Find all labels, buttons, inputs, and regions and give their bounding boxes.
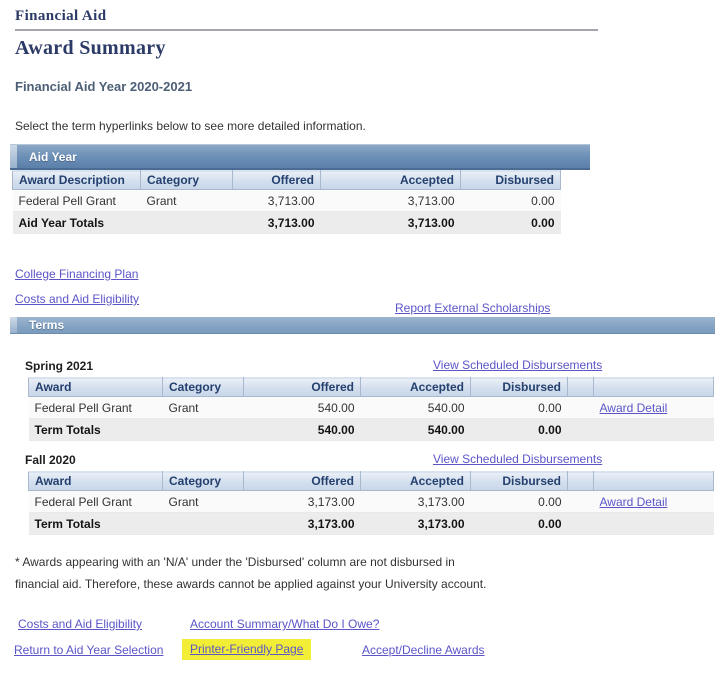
term-award-row: Federal Pell Grant Grant 540.00 540.00 0…: [28, 396, 714, 419]
view-scheduled-disbursements-link-spring[interactable]: View Scheduled Disbursements: [433, 358, 603, 372]
col-accepted: Accepted: [360, 471, 471, 491]
totals-accepted: 3,173.00: [360, 512, 471, 535]
header-divider: [15, 29, 598, 31]
award-detail-link-fall[interactable]: Award Detail: [599, 495, 668, 509]
term-header-row: Award Category Offered Accepted Disburse…: [28, 377, 714, 397]
totals-offered: 3,713.00: [232, 211, 321, 234]
totals-offered: 3,173.00: [243, 512, 361, 535]
accept-decline-awards-link[interactable]: Accept/Decline Awards: [362, 643, 485, 657]
totals-category-empty: [162, 512, 244, 535]
cell-accepted: 3,173.00: [360, 490, 471, 513]
col-empty: [567, 377, 594, 397]
col-offered: Offered: [232, 170, 321, 190]
costs-and-aid-eligibility-link[interactable]: Costs and Aid Eligibility: [15, 292, 140, 306]
col-disbursed: Disbursed: [470, 471, 568, 491]
spring-term-table: Award Category Offered Accepted Disburse…: [28, 377, 714, 441]
col-detail-empty: [593, 377, 714, 397]
cell-offered: 3,713.00: [232, 189, 321, 212]
cell-accepted: 3,713.00: [320, 189, 461, 212]
term-totals-row: Term Totals 540.00 540.00 0.00: [28, 418, 714, 441]
award-detail-link-spring[interactable]: Award Detail: [599, 401, 668, 415]
col-detail-empty: [593, 471, 714, 491]
col-offered: Offered: [243, 377, 361, 397]
cell-accepted: 540.00: [360, 396, 471, 419]
aid-year-section-label: Aid Year: [29, 150, 77, 164]
col-award: Award: [28, 471, 163, 491]
totals-label: Term Totals: [28, 418, 163, 441]
totals-category-empty: [162, 418, 244, 441]
cell-empty: [567, 490, 594, 513]
cell-category: Grant: [140, 189, 233, 212]
aid-year-table: Award Description Category Offered Accep…: [12, 170, 561, 234]
account-summary-link[interactable]: Account Summary/What Do I Owe?: [190, 617, 380, 631]
totals-accepted: 540.00: [360, 418, 471, 441]
col-accepted: Accepted: [320, 170, 461, 190]
cell-offered: 3,173.00: [243, 490, 361, 513]
totals-offered: 540.00: [243, 418, 361, 441]
totals-disbursed: 0.00: [470, 418, 568, 441]
term-totals-row: Term Totals 3,173.00 3,173.00 0.00: [28, 512, 714, 535]
view-scheduled-disbursements-link-fall[interactable]: View Scheduled Disbursements: [433, 452, 603, 466]
totals-empty: [567, 418, 594, 441]
col-award-description: Award Description: [12, 170, 141, 190]
totals-disbursed: 0.00: [470, 512, 568, 535]
aid-year-section-bar: Aid Year: [10, 144, 590, 170]
cell-empty: [567, 396, 594, 419]
col-disbursed: Disbursed: [460, 170, 561, 190]
instruction-text: Select the term hyperlinks below to see …: [15, 119, 366, 133]
cell-category: Grant: [162, 396, 244, 419]
breadcrumb: Financial Aid: [15, 8, 107, 24]
report-external-scholarships-link[interactable]: Report External Scholarships: [395, 301, 551, 315]
cell-award: Federal Pell Grant: [28, 490, 163, 513]
totals-empty: [567, 512, 594, 535]
cell-disbursed: 0.00: [470, 396, 568, 419]
totals-accepted: 3,713.00: [320, 211, 461, 234]
totals-category-empty: [140, 211, 233, 234]
footer-costs-and-aid-eligibility-link[interactable]: Costs and Aid Eligibility: [18, 617, 143, 631]
fall-term-table: Award Category Offered Accepted Disburse…: [28, 471, 714, 535]
page-title: Award Summary: [15, 37, 166, 59]
col-award: Award: [28, 377, 163, 397]
section-bar-cap: [10, 317, 17, 333]
cell-award-detail: Award Detail: [593, 396, 714, 419]
aid-year-header-row: Award Description Category Offered Accep…: [12, 170, 561, 190]
totals-label: Aid Year Totals: [12, 211, 141, 234]
college-financing-plan-link[interactable]: College Financing Plan: [15, 267, 139, 281]
term-award-row: Federal Pell Grant Grant 3,173.00 3,173.…: [28, 490, 714, 513]
cell-offered: 540.00: [243, 396, 361, 419]
cell-disbursed: 0.00: [460, 189, 561, 212]
totals-detail-empty: [593, 512, 714, 535]
col-accepted: Accepted: [360, 377, 471, 397]
cell-award: Federal Pell Grant: [12, 189, 141, 212]
term-title-spring-2021: Spring 2021: [25, 359, 94, 373]
aid-year-award-row: Federal Pell Grant Grant 3,713.00 3,713.…: [12, 189, 561, 212]
col-category: Category: [140, 170, 233, 190]
col-disbursed: Disbursed: [470, 377, 568, 397]
section-bar-cap: [10, 145, 17, 168]
aid-year-subtitle: Financial Aid Year 2020-2021: [15, 79, 193, 94]
col-category: Category: [162, 471, 244, 491]
footnote-line-2: financial aid. Therefore, these awards c…: [15, 577, 487, 591]
cell-disbursed: 0.00: [470, 490, 568, 513]
aid-year-totals-row: Aid Year Totals 3,713.00 3,713.00 0.00: [12, 211, 561, 234]
footnote-line-1: * Awards appearing with an 'N/A' under t…: [15, 555, 455, 569]
cell-award-detail: Award Detail: [593, 490, 714, 513]
terms-section-label: Terms: [29, 318, 65, 332]
col-category: Category: [162, 377, 244, 397]
cell-category: Grant: [162, 490, 244, 513]
term-title-fall-2020: Fall 2020: [25, 453, 76, 467]
cell-award: Federal Pell Grant: [28, 396, 163, 419]
totals-disbursed: 0.00: [460, 211, 561, 234]
col-offered: Offered: [243, 471, 361, 491]
terms-section-bar: Terms: [10, 317, 715, 334]
printer-friendly-page-link[interactable]: Printer-Friendly Page: [182, 639, 312, 660]
return-to-aid-year-selection-link[interactable]: Return to Aid Year Selection: [14, 643, 164, 657]
col-empty: [567, 471, 594, 491]
term-header-row: Award Category Offered Accepted Disburse…: [28, 471, 714, 491]
totals-label: Term Totals: [28, 512, 163, 535]
totals-detail-empty: [593, 418, 714, 441]
